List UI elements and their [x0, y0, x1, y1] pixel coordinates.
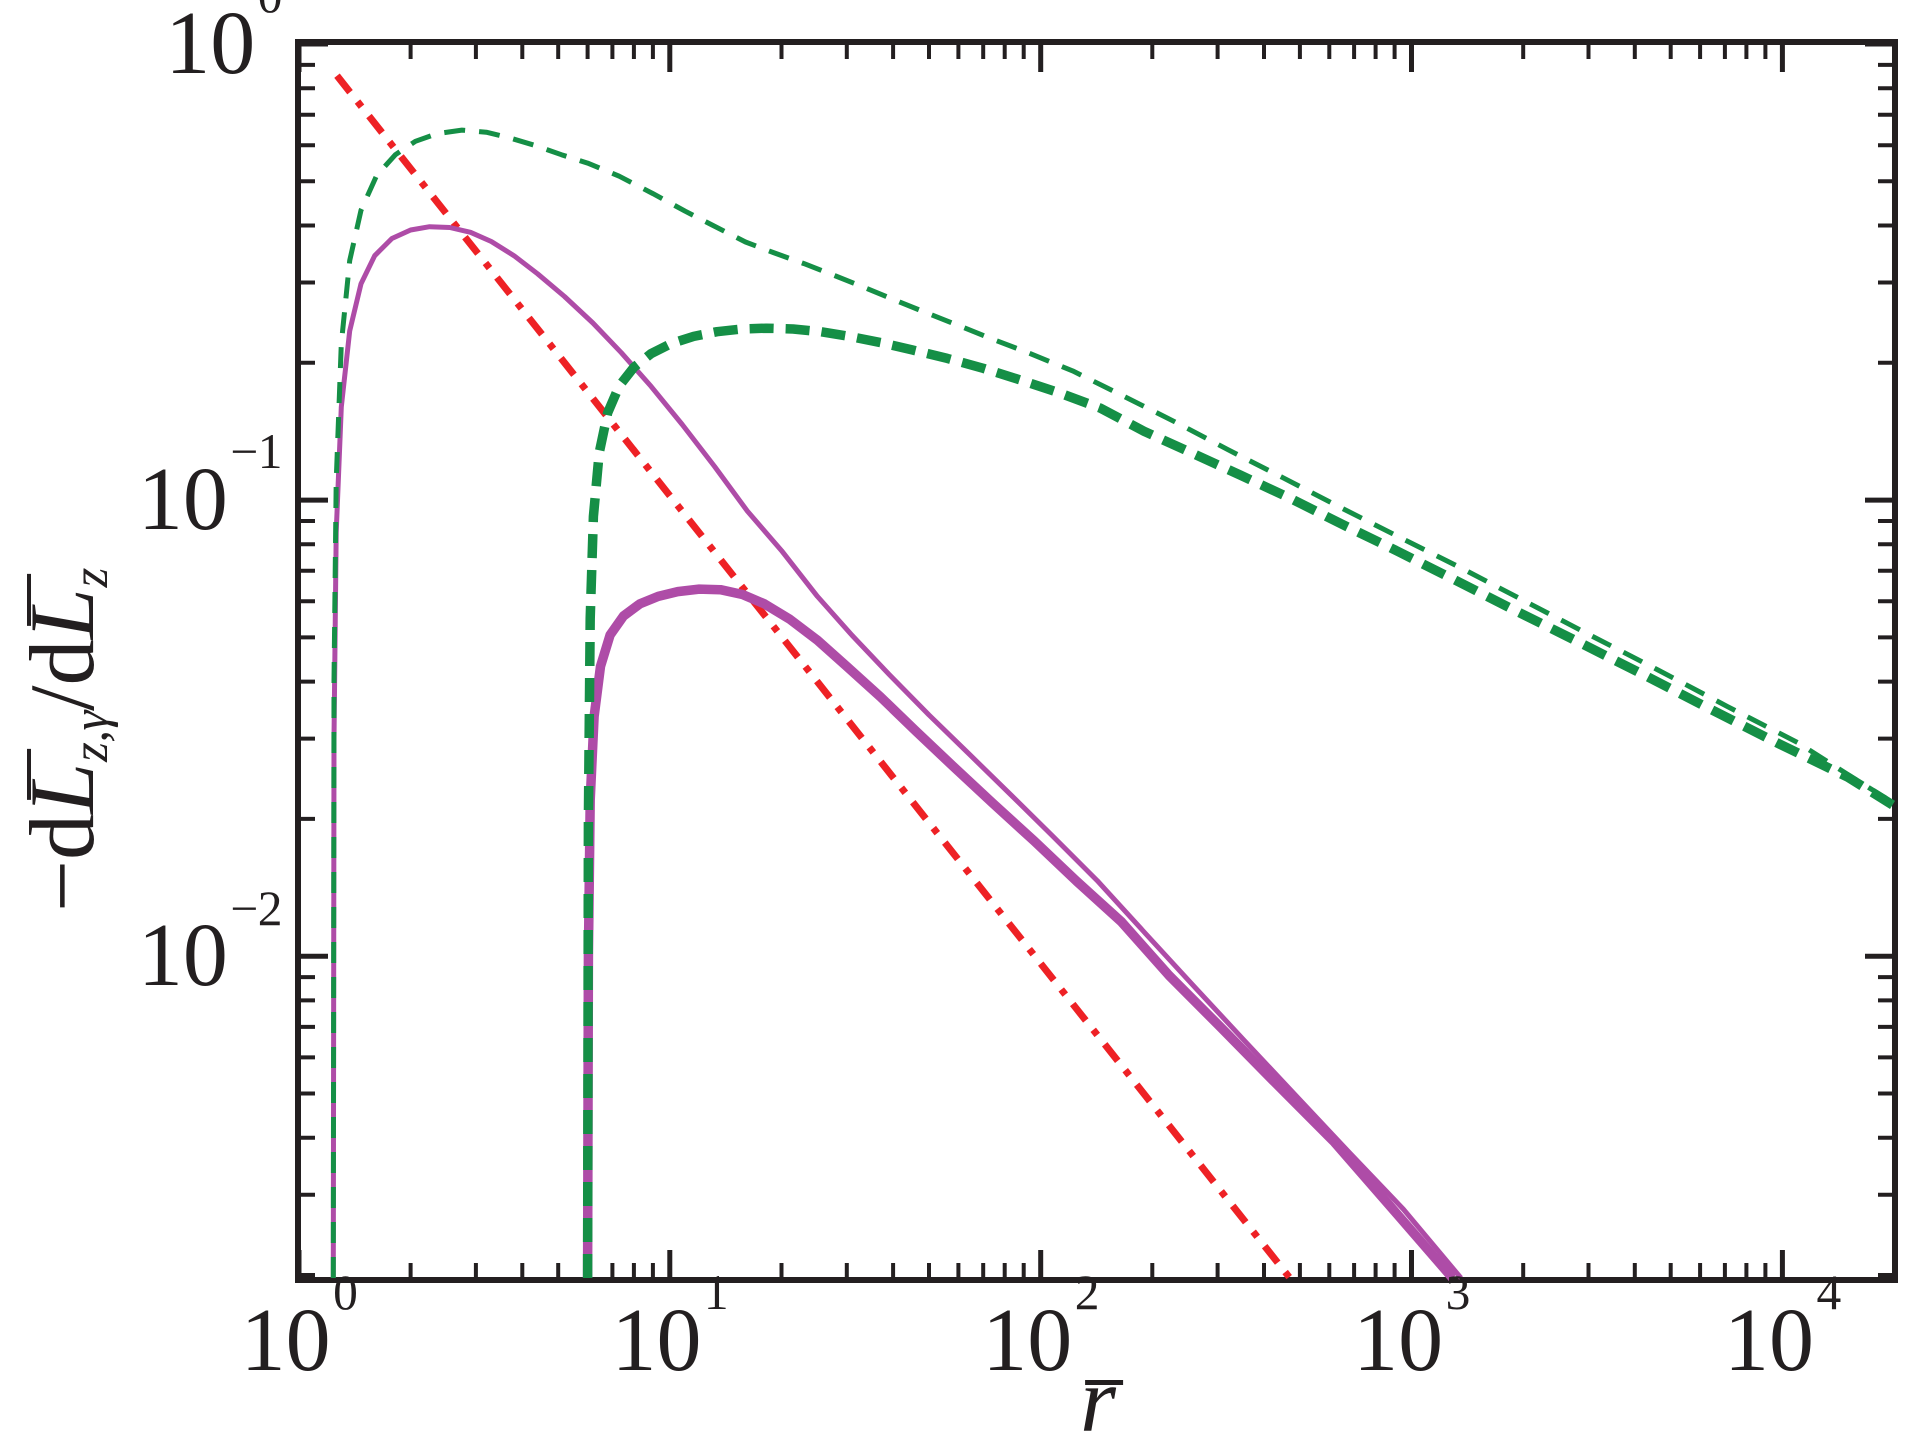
axis-ticks	[296, 41, 1896, 1280]
series-green-dashed-thin	[330, 127, 1898, 1279]
series-magenta-solid-thin	[330, 224, 1463, 1280]
plot-border	[295, 39, 1898, 1283]
series-red-dashdot-power-law	[334, 73, 1293, 1281]
series-magenta-solid-thick	[582, 584, 1457, 1282]
data-series	[330, 73, 1898, 1282]
series-green-dashed-thick	[582, 323, 1898, 1279]
